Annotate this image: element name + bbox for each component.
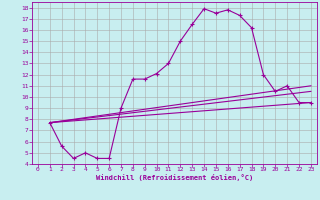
X-axis label: Windchill (Refroidissement éolien,°C): Windchill (Refroidissement éolien,°C)	[96, 174, 253, 181]
